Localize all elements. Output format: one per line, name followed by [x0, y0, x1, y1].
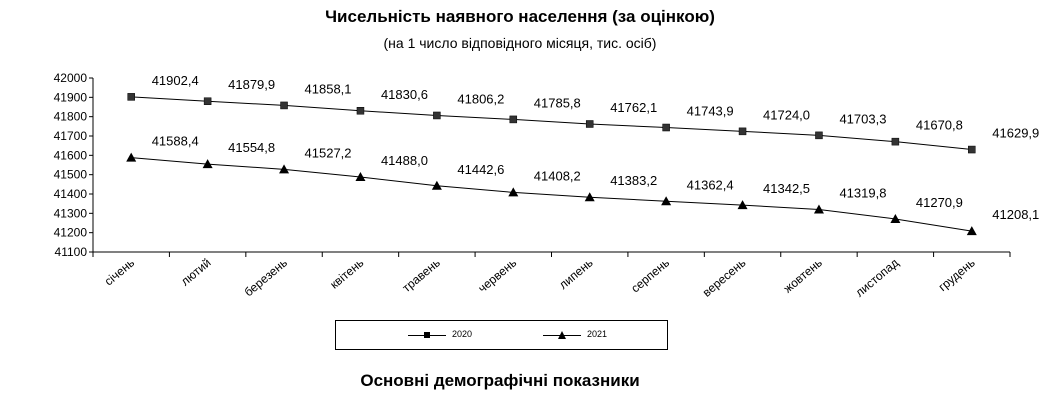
- x-tick-label: червень: [475, 256, 519, 296]
- x-tick-label: січень: [102, 256, 137, 289]
- data-point-2021: [737, 200, 748, 210]
- series-line-2020: [131, 96, 972, 151]
- y-tick-label: 41300: [54, 206, 88, 220]
- data-point-2021: [966, 226, 977, 236]
- data-label-2020: 41703,3: [839, 111, 886, 126]
- data-label-2021: 41342,5: [763, 181, 810, 196]
- square-marker-icon: [424, 332, 430, 338]
- y-tick-label: 41900: [54, 90, 88, 104]
- legend-label: 2020: [452, 329, 473, 339]
- y-tick-label: 42000: [54, 71, 88, 85]
- data-point-2021: [508, 187, 519, 197]
- data-label-2020: 41724,0: [763, 107, 810, 122]
- data-label-2021: 41208,1: [992, 207, 1039, 222]
- data-label-2020: 41858,1: [305, 81, 352, 96]
- data-label-2021: 41527,2: [305, 145, 352, 160]
- x-tick-label: жовтень: [781, 256, 825, 296]
- data-label-2021: 41362,4: [687, 177, 734, 192]
- legend: 2020 2021: [335, 320, 668, 350]
- y-tick-label: 41800: [54, 110, 88, 124]
- triangle-marker-icon: [558, 331, 566, 339]
- x-tick-label: листопад: [853, 256, 902, 300]
- data-point-2020: [738, 127, 747, 136]
- data-point-2020: [585, 120, 594, 128]
- section-heading: Основні демографічні показники: [360, 371, 640, 390]
- data-label-2020: 41830,6: [381, 87, 428, 102]
- data-point-2020: [127, 93, 135, 101]
- data-point-2021: [890, 213, 901, 223]
- data-point-2020: [509, 115, 518, 124]
- y-tick-label: 41400: [54, 187, 88, 201]
- data-point-2021: [431, 180, 442, 190]
- data-point-2021: [202, 159, 213, 169]
- x-tick-label: серпень: [628, 256, 672, 296]
- chart-subtitle: (на 1 число відповідного місяця, тис. ос…: [383, 35, 657, 51]
- y-tick-label: 41100: [55, 245, 88, 259]
- data-label-2020: 41762,1: [610, 100, 657, 115]
- data-label-2021: 41383,2: [610, 173, 657, 188]
- data-point-2020: [891, 137, 900, 146]
- data-point-2021: [279, 164, 290, 174]
- x-tick-label: грудень: [936, 256, 978, 294]
- data-label-2020: 41806,2: [457, 91, 504, 106]
- data-label-2020: 41629,9: [992, 126, 1039, 141]
- data-label-2020: 41670,8: [916, 118, 963, 133]
- data-point-2020: [280, 101, 288, 110]
- chart-title: Чисельність наявного населення (за оцінк…: [325, 7, 715, 26]
- data-point-2021: [584, 192, 595, 202]
- data-point-2020: [433, 111, 441, 120]
- data-label-2021: 41270,9: [916, 195, 963, 210]
- x-tick-label: квітень: [327, 256, 366, 292]
- x-tick-label: лютий: [178, 256, 214, 289]
- data-point-2021: [661, 196, 672, 206]
- data-point-2021: [813, 204, 824, 214]
- data-label-2021: 41408,2: [534, 168, 581, 183]
- data-point-2021: [126, 152, 137, 162]
- data-label-2021: 41488,0: [381, 153, 428, 168]
- x-tick-label: березень: [242, 256, 290, 300]
- data-label-2020: 41879,9: [228, 77, 275, 92]
- data-label-2021: 41442,6: [457, 162, 504, 177]
- y-tick-label: 41500: [54, 168, 88, 182]
- data-label-2020: 41902,4: [152, 73, 199, 88]
- chart-plot: 41100 41200 41300 41400 41500 41600 41700 41800…: [54, 71, 1040, 300]
- data-label-2021: 41588,4: [152, 134, 199, 149]
- x-tick-label: липень: [556, 256, 595, 292]
- y-tick-label: 41700: [54, 129, 88, 143]
- data-point-2020: [662, 123, 670, 132]
- data-label-2020: 41743,9: [687, 104, 734, 119]
- data-label-2020: 41785,8: [534, 95, 581, 110]
- y-tick-label: 41200: [54, 226, 88, 240]
- data-point-2020: [203, 97, 212, 105]
- y-tick-label: 41600: [54, 148, 88, 162]
- data-label-2021: 41319,8: [839, 186, 886, 201]
- data-point-2020: [356, 107, 365, 115]
- data-point-2020: [968, 145, 976, 154]
- x-tick-label: травень: [400, 256, 443, 295]
- x-tick-label: вересень: [700, 256, 749, 300]
- data-label-2021: 41554,8: [228, 140, 275, 155]
- series-line-2021: [131, 157, 972, 232]
- data-point-2020: [815, 131, 823, 140]
- data-point-2021: [355, 171, 366, 181]
- legend-label: 2021: [587, 329, 608, 339]
